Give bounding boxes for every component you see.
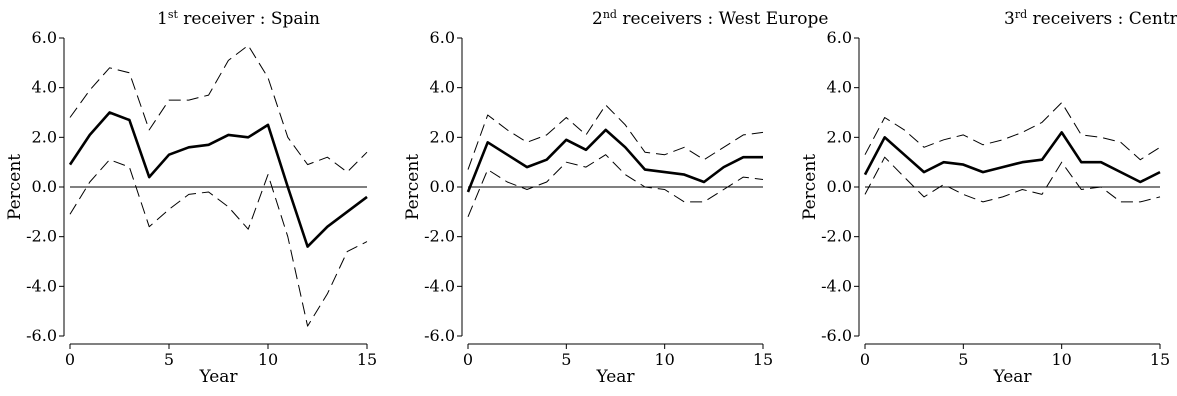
series-estimate-line [68,111,368,248]
panel-2: 2nd receivers : West Europe -6.0 -4.0 -2.0 0… [403,8,828,387]
y-tick-label: 6.0 [32,28,57,47]
y-tick-label: -2.0 [424,227,455,246]
title-text: receivers : West Europe [617,9,828,29]
title-superscript: st [168,8,179,21]
y-axis-title: Percent [800,154,820,220]
y-tick-label: -6.0 [26,326,57,345]
series-lower-line [864,156,1161,203]
panel-title: 1st receiver : Spain [157,8,320,29]
x-tick-label: 5 [164,350,174,369]
y-tick-label: 2.0 [827,127,852,146]
title-superscript: nd [603,8,617,21]
x-axis-title: Year [595,367,635,387]
y-tick-label: 2.0 [32,127,57,146]
x-tick-label: 5 [561,350,571,369]
x-tick-label: 15 [1150,350,1170,369]
y-tick-label: 6.0 [430,28,455,47]
title-superscript: rd [1015,8,1027,21]
series-upper-line [69,44,368,173]
y-tick-label: 4.0 [827,78,852,97]
y-tick-label: 4.0 [430,78,455,97]
x-tick-label: 0 [65,350,75,369]
y-tick-label: -4.0 [821,276,852,295]
y-axis-title: Percent [5,154,25,220]
panel-title: 3rd receivers : Central Europe [1004,8,1177,29]
y-tick-label: 6.0 [827,28,852,47]
y-tick-label: -2.0 [26,227,57,246]
title-text: receivers : Central Europe [1027,9,1177,29]
y-tick-label: -6.0 [821,326,852,345]
y-tick-label: 4.0 [32,78,57,97]
title-ordinal: 1 [157,9,168,29]
y-tick-label: -2.0 [821,227,852,246]
title-text: receiver : Spain [178,9,320,29]
x-axis-title: Year [992,367,1032,387]
series-estimate-line [466,128,763,193]
title-ordinal: 2 [592,9,603,29]
x-tick-label: 15 [753,350,773,369]
x-tick-label: 10 [1051,350,1071,369]
y-tick-label: 0.0 [827,177,852,196]
x-tick-label: 15 [357,350,377,369]
y-tick-label: -4.0 [424,276,455,295]
y-tick-label: 0.0 [32,177,57,196]
series-upper-line [864,102,1161,161]
y-tick-label: 0.0 [430,177,455,196]
y-tick-label: -4.0 [26,276,57,295]
panel-1: 1st receiver : Spain -6.0 -4.0 -2.0 0.0 2.0 4.… [5,8,377,387]
series-estimate-line [863,131,1161,184]
y-tick-label: -6.0 [424,326,455,345]
y-axis-title: Percent [403,154,423,220]
x-tick-label: 10 [654,350,674,369]
x-axis-title: Year [198,367,238,387]
series-upper-line [467,104,764,170]
panel-3: 3rd receivers : Central Europe -6.0 -4.0 -2… [800,8,1177,387]
series-lower-line [467,154,764,217]
x-tick-label: 0 [463,350,473,369]
x-tick-label: 5 [958,350,968,369]
x-tick-label: 0 [860,350,870,369]
y-tick-label: 2.0 [430,127,455,146]
x-tick-label: 10 [258,350,278,369]
series-lower-line [69,159,368,327]
title-ordinal: 3 [1004,9,1015,29]
panel-title: 2nd receivers : West Europe [592,8,828,29]
